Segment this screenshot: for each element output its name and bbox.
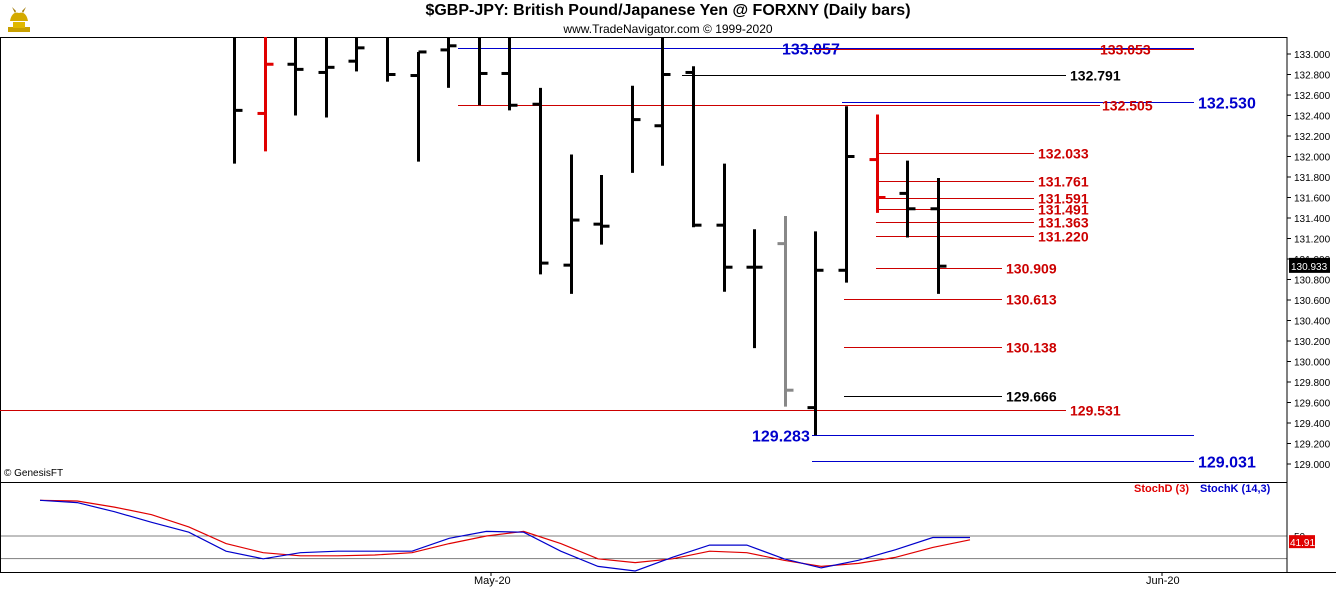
y-tick-label: 129.800 [1294,378,1331,389]
y-tick-label: 132.800 [1294,71,1331,82]
osc-last-label: 41.91 [1290,538,1315,549]
level-label: 129.283 [752,429,810,446]
osc-series-line [39,499,971,568]
level-label: 132.505 [1102,98,1153,114]
chart-title: $GBP-JPY: British Pound/Japanese Yen @ F… [425,2,911,19]
y-tick-label: 132.600 [1294,91,1331,102]
y-tick-label: 129.000 [1294,460,1331,471]
level-label: 132.530 [1198,96,1256,113]
level-label: 131.363 [1038,215,1089,231]
y-tick-label: 130.200 [1294,337,1331,348]
level-label: 129.531 [1070,403,1121,419]
level-label: 129.031 [1198,455,1256,472]
y-tick-label: 129.200 [1294,440,1331,451]
level-label: 131.761 [1038,174,1089,190]
level-label: 132.033 [1038,146,1089,162]
y-tick-label: 129.400 [1294,419,1331,430]
y-tick-label: 131.600 [1294,194,1331,205]
y-tick-label: 129.600 [1294,399,1331,410]
level-label: 133.053 [1100,42,1151,58]
y-tick-label: 130.000 [1294,358,1331,369]
y-tick-label: 130.800 [1294,276,1331,287]
y-tick-label: 132.200 [1294,132,1331,143]
last-price-box [1289,257,1330,273]
level-label: 131.591 [1038,191,1089,207]
level-label: 131.220 [1038,229,1089,245]
x-tick-label: Jun-20 [1146,575,1180,587]
level-label: 131.491 [1038,202,1089,218]
y-tick-label: 130.400 [1294,317,1331,328]
level-label: 132.791 [1070,68,1121,84]
legend-stochk: StochK (14,3) [1200,483,1271,495]
level-label: 130.613 [1006,292,1057,308]
y-tick-label: 131.200 [1294,235,1331,246]
legend-stochd: StochD (3) [1134,483,1189,495]
level-label: 130.909 [1006,261,1057,277]
osc-last-box [1289,535,1315,549]
bull-trophy-icon [4,3,34,33]
level-label: 130.138 [1006,340,1057,356]
y-tick-label: 133.000 [1294,50,1331,61]
chart-subtitle: www.TradeNavigator.com © 1999-2020 [563,22,773,36]
y-tick-label: 131.800 [1294,173,1331,184]
copyright-label: © GenesisFT [4,468,64,479]
y-tick-label: 132.400 [1294,112,1331,123]
y-tick-label: 132.000 [1294,153,1331,164]
x-tick-label: May-20 [474,575,511,587]
y-tick-label: 130.600 [1294,296,1331,307]
y-tick-label: 131.400 [1294,214,1331,225]
last-price-label: 130.933 [1291,262,1328,273]
level-label: 129.666 [1006,389,1057,405]
osc-series-line [39,499,970,572]
level-label: 133.057 [782,42,840,59]
